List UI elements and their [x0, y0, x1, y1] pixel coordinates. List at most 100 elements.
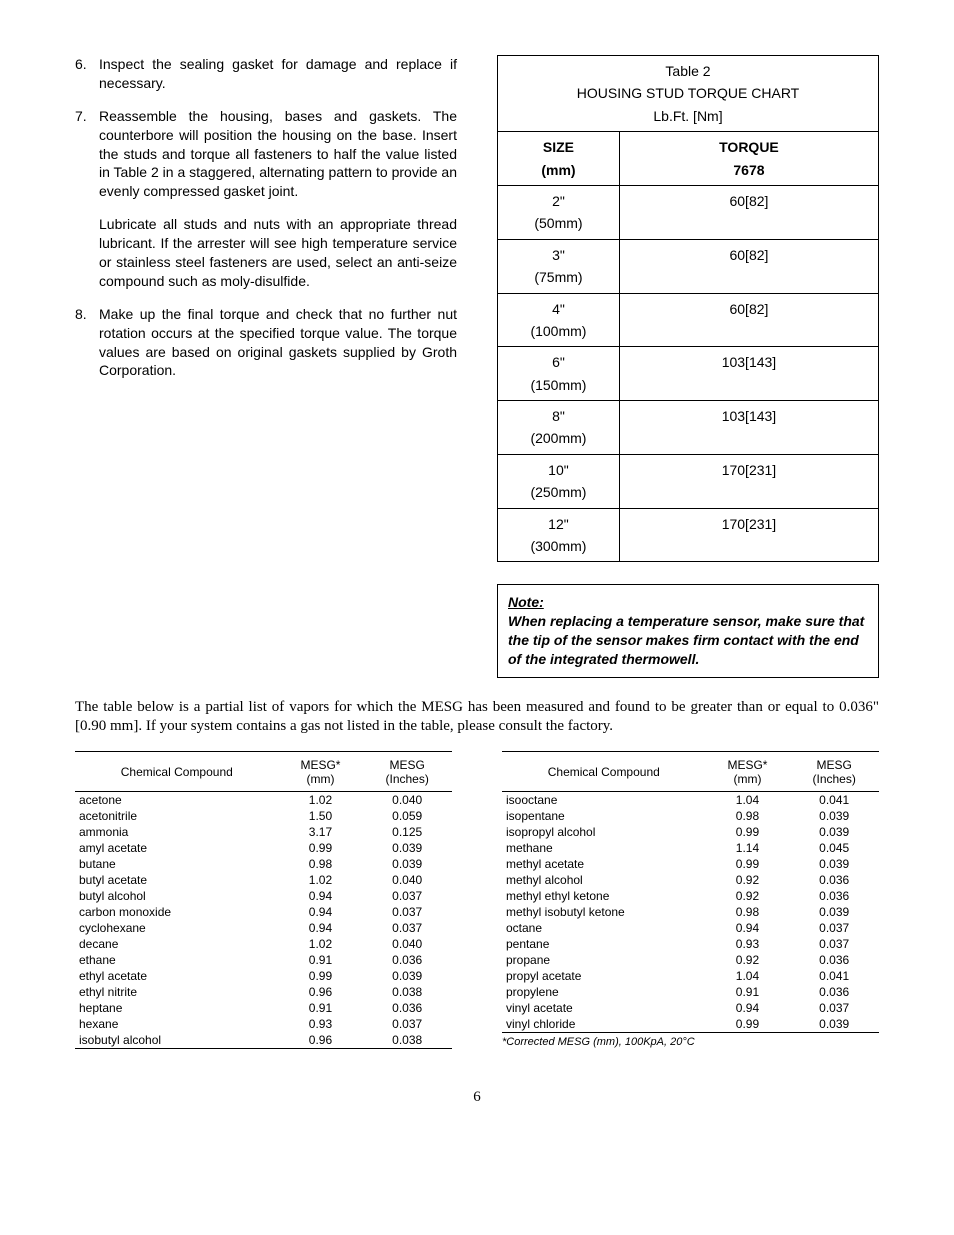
mesg-head-cc: Chemical Compound — [121, 765, 233, 779]
step-6: Inspect the sealing gasket for damage an… — [99, 55, 457, 93]
mesg-mm: 1.14 — [706, 840, 790, 856]
torque-head-torque-sub: 7678 — [626, 159, 872, 181]
mesg-compound: acetone — [75, 791, 279, 808]
mesg-in: 0.037 — [789, 936, 879, 952]
mesg-mm: 1.02 — [279, 791, 363, 808]
mesg-row: heptane0.910.036 — [75, 1000, 452, 1016]
mesg-compound: propyl acetate — [502, 968, 706, 984]
mesg-row: isopropyl alcohol0.990.039 — [502, 824, 879, 840]
mesg-mm: 0.99 — [279, 840, 363, 856]
mesg-in: 0.036 — [362, 952, 452, 968]
mesg-mm: 1.04 — [706, 968, 790, 984]
mesg-compound: butane — [75, 856, 279, 872]
mesg-row: carbon monoxide0.940.037 — [75, 904, 452, 920]
mesg-mm: 0.94 — [279, 888, 363, 904]
mesg-table-left: Chemical Compound MESG*(mm) MESG(Inches)… — [75, 751, 452, 1049]
mesg-row: ethyl nitrite0.960.038 — [75, 984, 452, 1000]
torque-row: 10"(250mm)170[231] — [498, 454, 879, 508]
mesg-row: octane0.940.037 — [502, 920, 879, 936]
mesg-in: 0.037 — [362, 1016, 452, 1032]
mesg-in: 0.039 — [789, 856, 879, 872]
mesg-mm: 0.98 — [279, 856, 363, 872]
mesg-compound: ethane — [75, 952, 279, 968]
mesg-compound: vinyl acetate — [502, 1000, 706, 1016]
torque-value: 60[82] — [619, 239, 878, 293]
mesg-compound: cyclohexane — [75, 920, 279, 936]
mesg-row: amyl acetate0.990.039 — [75, 840, 452, 856]
mesg-row: propylene0.910.036 — [502, 984, 879, 1000]
mesg-compound: propylene — [502, 984, 706, 1000]
mesg-row: butane0.980.039 — [75, 856, 452, 872]
mesg-compound: isopentane — [502, 808, 706, 824]
mesg-row: methyl alcohol0.920.036 — [502, 872, 879, 888]
torque-size: 12"(300mm) — [498, 508, 620, 562]
mesg-mm: 1.50 — [279, 808, 363, 824]
mesg-compound: isobutyl alcohol — [75, 1032, 279, 1049]
mesg-row: hexane0.930.037 — [75, 1016, 452, 1032]
mesg-mm: 0.93 — [279, 1016, 363, 1032]
mesg-mm: 0.98 — [706, 808, 790, 824]
mesg-in: 0.036 — [789, 984, 879, 1000]
mesg-compound: acetonitrile — [75, 808, 279, 824]
mesg-row: butyl acetate1.020.040 — [75, 872, 452, 888]
step-7-part-a: Reassemble the housing, bases and gasket… — [99, 108, 457, 200]
mesg-in: 0.037 — [362, 920, 452, 936]
mesg-in: 0.125 — [362, 824, 452, 840]
mesg-in: 0.040 — [362, 936, 452, 952]
mesg-compound: decane — [75, 936, 279, 952]
mesg-compound: isooctane — [502, 791, 706, 808]
mesg-mm: 0.94 — [706, 1000, 790, 1016]
mesg-head-mm2: (mm) — [733, 772, 761, 786]
mesg-compound: isopropyl alcohol — [502, 824, 706, 840]
mesg-row: propyl acetate1.040.041 — [502, 968, 879, 984]
mesg-row: isobutyl alcohol0.960.038 — [75, 1032, 452, 1049]
torque-size: 8"(200mm) — [498, 401, 620, 455]
mesg-row: acetone1.020.040 — [75, 791, 452, 808]
mesg-row: propane0.920.036 — [502, 952, 879, 968]
mesg-mm: 0.98 — [706, 904, 790, 920]
torque-size: 4"(100mm) — [498, 293, 620, 347]
torque-size: 6"(150mm) — [498, 347, 620, 401]
mesg-head-mm1: MESG* — [300, 758, 340, 772]
mesg-mm: 0.91 — [279, 952, 363, 968]
mesg-compound: hexane — [75, 1016, 279, 1032]
mesg-in: 0.039 — [362, 856, 452, 872]
torque-row: 2"(50mm)60[82] — [498, 185, 879, 239]
mesg-compound: ammonia — [75, 824, 279, 840]
mesg-in: 0.041 — [789, 791, 879, 808]
mesg-in: 0.037 — [789, 920, 879, 936]
two-column-layout: Inspect the sealing gasket for damage an… — [75, 55, 879, 678]
mesg-mm: 0.92 — [706, 952, 790, 968]
mesg-row: ammonia3.170.125 — [75, 824, 452, 840]
torque-value: 60[82] — [619, 293, 878, 347]
mesg-in: 0.039 — [789, 1016, 879, 1033]
mesg-in: 0.037 — [362, 904, 452, 920]
mesg-compound: methyl ethyl ketone — [502, 888, 706, 904]
mesg-in: 0.045 — [789, 840, 879, 856]
mesg-in: 0.037 — [362, 888, 452, 904]
mesg-compound: amyl acetate — [75, 840, 279, 856]
mesg-row: methane1.140.045 — [502, 840, 879, 856]
mesg-row: butyl alcohol0.940.037 — [75, 888, 452, 904]
mesg-compound: methyl acetate — [502, 856, 706, 872]
note-label: Note: — [508, 594, 544, 610]
mesg-in: 0.036 — [789, 872, 879, 888]
mesg-row: isooctane1.040.041 — [502, 791, 879, 808]
torque-value: 103[143] — [619, 347, 878, 401]
mesg-head-in2: (Inches) — [386, 772, 429, 786]
mesg-mm: 0.94 — [279, 920, 363, 936]
mesg-in: 0.039 — [362, 840, 452, 856]
mesg-compound: butyl alcohol — [75, 888, 279, 904]
mesg-mm: 3.17 — [279, 824, 363, 840]
mesg-compound: butyl acetate — [75, 872, 279, 888]
torque-row: 12"(300mm)170[231] — [498, 508, 879, 562]
torque-row: 6"(150mm)103[143] — [498, 347, 879, 401]
mesg-intro-paragraph: The table below is a partial list of vap… — [75, 698, 879, 737]
mesg-head-mm1: MESG* — [727, 758, 767, 772]
torque-head-torque: TORQUE — [626, 136, 872, 158]
mesg-in: 0.036 — [789, 888, 879, 904]
mesg-row: acetonitrile1.500.059 — [75, 808, 452, 824]
mesg-compound: carbon monoxide — [75, 904, 279, 920]
mesg-mm: 0.91 — [706, 984, 790, 1000]
mesg-mm: 0.91 — [279, 1000, 363, 1016]
